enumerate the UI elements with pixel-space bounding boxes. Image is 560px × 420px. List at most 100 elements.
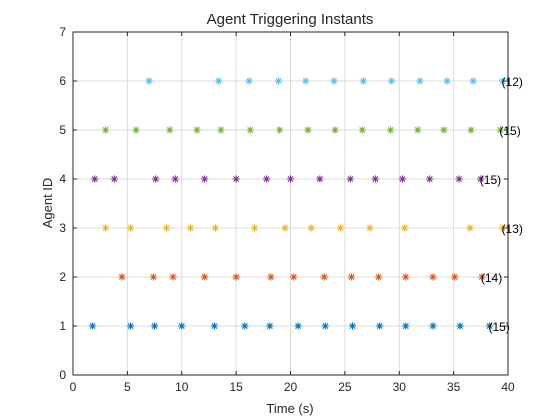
- trigger-marker: [402, 273, 410, 281]
- trigger-marker: [467, 126, 475, 134]
- series-agent-3: [102, 224, 507, 232]
- trigger-marker: [307, 224, 315, 232]
- trigger-marker: [320, 273, 328, 281]
- trigger-marker: [91, 175, 99, 183]
- trigger-marker: [178, 322, 186, 330]
- trigger-marker: [281, 224, 289, 232]
- trigger-marker: [440, 126, 448, 134]
- y-tick-label: 2: [59, 270, 66, 284]
- series-agent-5: [102, 126, 504, 134]
- count-labels: (15) (14) (13) (15) (15) (12): [480, 75, 523, 334]
- trigger-marker: [152, 175, 160, 183]
- chart-title: Agent Triggering Instants: [207, 11, 374, 28]
- x-tick-label: 0: [70, 380, 77, 394]
- count-label-agent-2: (14): [481, 271, 502, 285]
- trigger-marker: [294, 322, 302, 330]
- trigger-marker: [336, 224, 345, 232]
- trigger-marker: [302, 77, 310, 85]
- y-tick-label: 3: [59, 221, 66, 235]
- trigger-marker: [388, 77, 396, 85]
- trigger-marker: [429, 273, 437, 281]
- trigger-marker: [359, 77, 367, 85]
- trigger-marker: [376, 322, 384, 330]
- y-tick-label: 0: [59, 368, 66, 382]
- trigger-marker: [466, 224, 474, 232]
- series-agent-2: [118, 273, 486, 281]
- trigger-marker: [386, 126, 395, 134]
- trigger-marker: [200, 273, 209, 281]
- trigger-marker: [469, 77, 477, 85]
- y-tick-label: 1: [59, 319, 66, 333]
- trigger-marker: [347, 273, 355, 281]
- trigger-marker: [348, 322, 357, 330]
- trigger-marker: [217, 126, 225, 134]
- trigger-marker: [456, 322, 464, 330]
- trigger-marker: [102, 224, 110, 232]
- x-axis-label: Time (s): [266, 401, 313, 416]
- trigger-marker: [241, 322, 249, 330]
- trigger-marker: [193, 126, 201, 134]
- trigger-marker: [169, 273, 177, 281]
- trigger-marker: [171, 175, 179, 183]
- x-tick-label: 15: [229, 380, 243, 394]
- trigger-marker: [251, 224, 259, 232]
- trigger-marker: [88, 322, 97, 330]
- x-tick-label: 25: [338, 380, 352, 394]
- trigger-marker: [166, 126, 174, 134]
- trigger-marker: [127, 322, 135, 330]
- trigger-marker: [429, 322, 437, 330]
- trigger-marker: [455, 175, 463, 183]
- trigger-marker: [232, 175, 240, 183]
- count-label-agent-1: (15): [489, 320, 510, 334]
- trigger-marker: [245, 77, 253, 85]
- trigger-marker: [162, 224, 171, 232]
- series-agent-6: [145, 77, 507, 85]
- trigger-marker: [402, 322, 410, 330]
- trigger-marker: [150, 322, 159, 330]
- trigger-marker: [232, 273, 240, 281]
- trigger-marker: [426, 175, 434, 183]
- y-tick-label: 5: [59, 123, 66, 137]
- series-agent-1: [88, 322, 494, 330]
- x-tick-label: 30: [393, 380, 407, 394]
- trigger-marker: [485, 322, 494, 330]
- trigger-marker: [316, 175, 324, 183]
- trigger-marker: [200, 175, 209, 183]
- trigger-marker: [496, 126, 504, 134]
- trigger-marker: [286, 175, 295, 183]
- y-tick-label: 4: [59, 172, 66, 186]
- y-tick-label: 6: [59, 74, 66, 88]
- trigger-marker: [290, 273, 298, 281]
- x-tick-label: 20: [284, 380, 298, 394]
- trigger-marker: [267, 273, 275, 281]
- trigger-marker: [401, 224, 409, 232]
- trigger-marker: [498, 77, 507, 85]
- trigger-marker: [110, 175, 118, 183]
- trigger-marker: [118, 273, 126, 281]
- trigger-marker: [477, 175, 485, 183]
- trigger-marker: [211, 224, 220, 232]
- x-tick-label: 40: [501, 380, 515, 394]
- trigger-marker: [398, 175, 407, 183]
- count-label-agent-3: (13): [502, 222, 523, 236]
- trigger-marker: [149, 273, 158, 281]
- trigger-marker: [186, 224, 195, 232]
- y-axis-label: Agent ID: [40, 178, 55, 229]
- x-tick-label: 5: [124, 380, 131, 394]
- trigger-marker: [210, 322, 218, 330]
- series-agent-4: [91, 175, 485, 183]
- y-ticks: 0 1 2 3 4 5 6 7: [59, 25, 508, 382]
- trigger-marker: [451, 273, 459, 281]
- count-label-agent-6: (12): [502, 75, 523, 89]
- trigger-marker: [266, 322, 274, 330]
- trigger-marker: [358, 126, 366, 134]
- x-grid: [72, 32, 509, 375]
- x-ticks: 0 5 10 15 20 25 30 35 40: [70, 32, 515, 394]
- data-markers: [88, 77, 507, 330]
- count-label-agent-4: (15): [480, 173, 501, 187]
- trigger-marker: [274, 77, 283, 85]
- trigger-marker: [102, 126, 110, 134]
- trigger-marker: [416, 77, 424, 85]
- x-tick-label: 35: [447, 380, 461, 394]
